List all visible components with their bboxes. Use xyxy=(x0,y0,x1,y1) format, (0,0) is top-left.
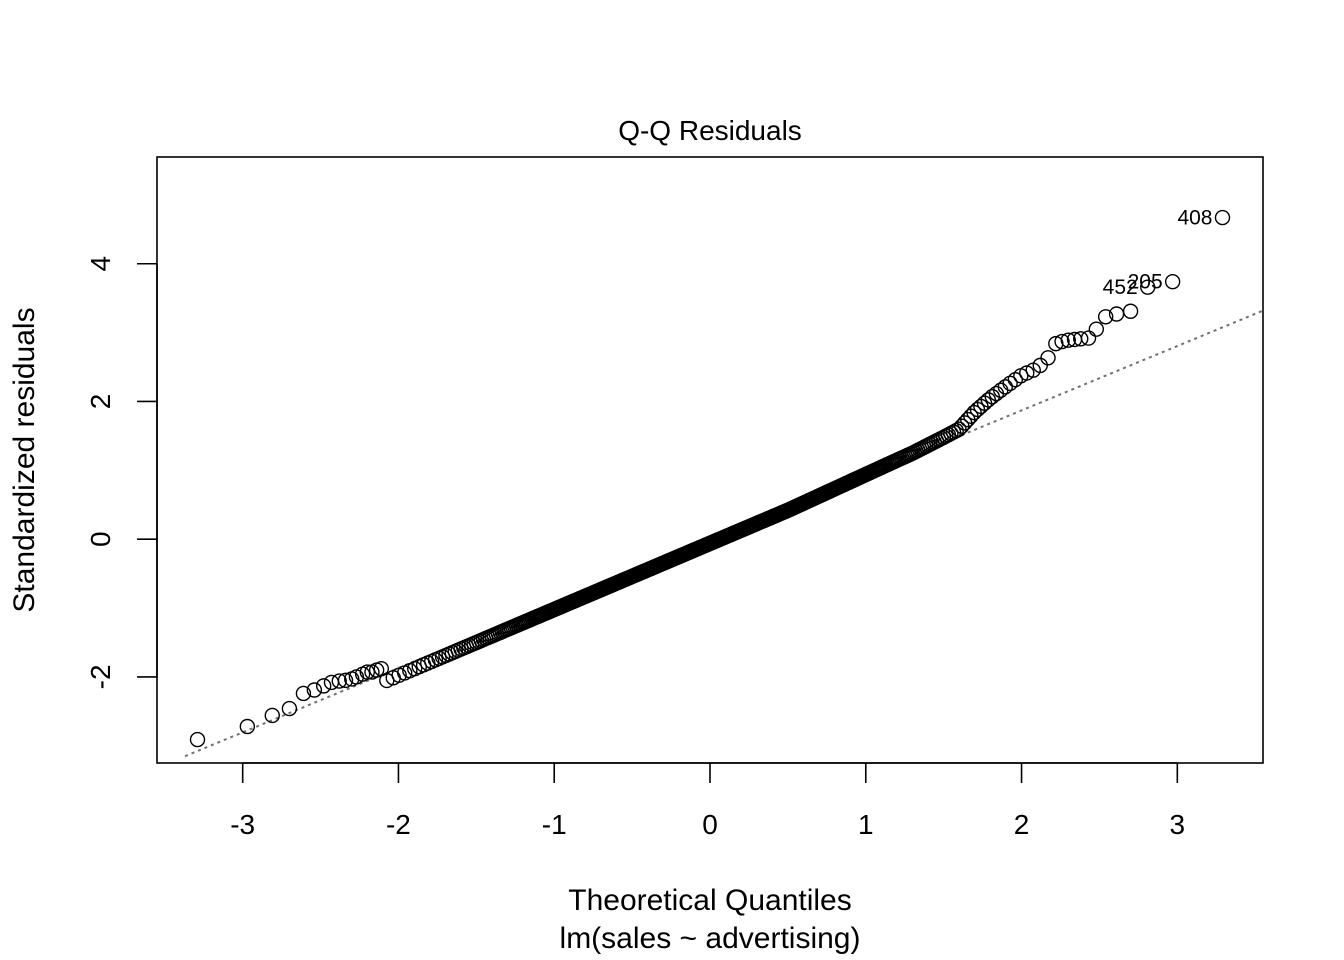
y-tick-label: 2 xyxy=(85,394,116,410)
chart-title: Q-Q Residuals xyxy=(618,115,802,146)
data-point xyxy=(1122,303,1139,319)
y-axis-label: Standardized residuals xyxy=(8,307,41,612)
x-axis: -3 -2 -1 0 1 2 3 xyxy=(230,762,1186,840)
data-point xyxy=(1214,209,1231,226)
data-point xyxy=(1054,333,1070,350)
data-point xyxy=(1002,375,1018,392)
data-point xyxy=(1140,279,1156,295)
data-point xyxy=(1060,332,1076,348)
data-point xyxy=(1073,331,1089,347)
points-group xyxy=(189,209,1231,748)
x-tick-label: 0 xyxy=(702,809,718,840)
data-point xyxy=(368,662,385,678)
data-point xyxy=(331,673,347,689)
data-point xyxy=(948,422,964,439)
data-point xyxy=(239,718,256,735)
data-point xyxy=(295,685,312,702)
data-point xyxy=(1097,309,1114,325)
x-tick-label: 2 xyxy=(1014,809,1030,840)
data-point xyxy=(373,660,390,677)
data-point xyxy=(359,664,375,680)
data-point xyxy=(189,731,206,748)
outlier-label: 452 xyxy=(1103,276,1138,299)
chart-subtitle: lm(sales ~ advertising) xyxy=(560,922,861,955)
y-tick-label: -2 xyxy=(85,664,116,689)
data-point xyxy=(281,700,298,717)
x-tick-label: -1 xyxy=(542,809,567,840)
x-axis-label: Theoretical Quantiles xyxy=(568,884,851,917)
x-tick-label: -3 xyxy=(230,809,255,840)
y-tick-label: 0 xyxy=(85,531,116,547)
data-point xyxy=(997,379,1014,395)
data-point xyxy=(1040,350,1056,366)
y-tick-label: 4 xyxy=(85,256,116,272)
data-point xyxy=(306,682,323,698)
outlier-label: 205 xyxy=(1128,271,1163,294)
x-tick-label: 3 xyxy=(1170,809,1186,840)
data-point xyxy=(1080,330,1097,346)
data-point xyxy=(337,672,354,689)
data-point xyxy=(1164,273,1181,290)
x-tick-label: 1 xyxy=(858,809,874,840)
plot-frame xyxy=(156,156,1264,764)
outlier-label: 408 xyxy=(1177,207,1212,230)
data-point xyxy=(1088,321,1105,337)
y-axis: -2 0 2 4 xyxy=(85,256,158,689)
data-point xyxy=(315,678,332,694)
x-tick-label: -2 xyxy=(386,809,411,840)
data-point xyxy=(264,707,280,724)
